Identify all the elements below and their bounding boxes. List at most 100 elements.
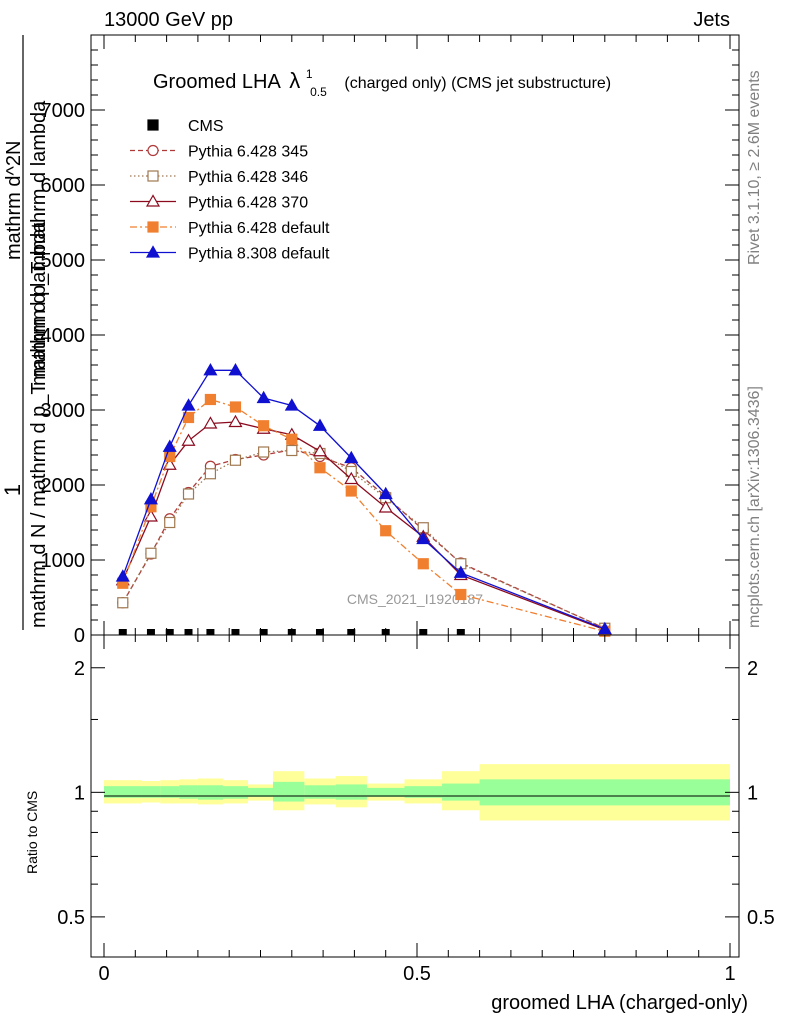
cms-data-point (347, 629, 356, 635)
ratio-inner-band (141, 786, 161, 798)
ylabel-numerator: 1 (0, 484, 25, 496)
data-point (143, 509, 158, 522)
data-point (181, 433, 196, 446)
cms-data-point (184, 629, 193, 635)
x-axis-label: groomed LHA (charged-only) (491, 992, 748, 1014)
data-point (182, 488, 195, 500)
ratio-y-tick-label: 2 (74, 658, 85, 680)
legend-marker (147, 170, 159, 182)
title-text: Groomed LHA (153, 71, 281, 93)
ratio-y-tick-label: 1 (74, 782, 85, 804)
data-point (416, 531, 431, 545)
ratio-ylabel: Ratio to CMS (24, 791, 40, 874)
data-point (256, 390, 271, 404)
data-point (204, 468, 217, 480)
ratio-inner-band (104, 786, 142, 798)
cms-data-point (381, 629, 390, 635)
series-layer (115, 363, 612, 637)
data-point (286, 444, 298, 457)
cms-data-point (315, 629, 324, 635)
data-point (117, 597, 129, 609)
data-point (204, 393, 217, 406)
y-tick-label: 5000 (41, 250, 86, 272)
data-point (314, 462, 326, 474)
legend-label: Pythia 8.308 default (188, 246, 330, 263)
data-point (229, 401, 242, 413)
x-tick-label: 1 (724, 963, 735, 985)
data-point (258, 420, 270, 432)
data-point (344, 450, 359, 464)
ratio-inner-band (160, 786, 180, 798)
data-point (228, 414, 243, 428)
data-point (378, 500, 393, 513)
data-point (258, 446, 270, 458)
energy-label: 13000 GeV pp (104, 9, 233, 31)
data-point (453, 565, 468, 578)
ylabel-denominator: mathrm d N / mathrm d p_T mathrm d lambd… (28, 221, 50, 628)
legend-marker (147, 119, 159, 131)
data-point (228, 363, 243, 376)
watermark: CMS_2021_I1920187 (347, 591, 483, 607)
cms-data-points (118, 629, 465, 635)
ratio-panel: 0.5 0.5 1 1 2 2 0 0.5 1 Ratio to CMS groomed LH… (24, 634, 775, 1014)
subtitle: (charged only) (CMS jet substructure) (344, 75, 611, 92)
cms-data-point (419, 629, 428, 635)
data-point (115, 569, 130, 582)
data-point (229, 454, 242, 466)
y-tick-label: 4000 (41, 325, 86, 347)
ratio-y-tick-label-right: 0.5 (747, 907, 775, 929)
data-point (312, 418, 328, 431)
cms-data-point (206, 629, 215, 635)
series-line (122, 398, 605, 632)
data-point (378, 486, 393, 500)
cms-data-point (118, 629, 127, 635)
ratio-inner-band (197, 785, 223, 800)
ratio-inner-band (479, 779, 730, 806)
ratio-inner-band (222, 786, 248, 799)
ratio-inner-band (366, 787, 405, 797)
data-point (597, 621, 612, 635)
cms-data-point (259, 629, 268, 635)
ratio-y-tick-label-right: 2 (747, 658, 758, 680)
legend-marker (145, 245, 161, 258)
data-point (286, 433, 298, 445)
legend-label: Pythia 6.428 346 (188, 169, 308, 186)
data-point (164, 516, 176, 529)
ylabel-right-denominator: mathrm d p_T mathrm d lambda (28, 100, 50, 386)
data-point (344, 471, 359, 485)
ratio-uncertainty-bands (104, 764, 730, 821)
cms-data-point (165, 629, 174, 635)
ratio-inner-band (304, 785, 336, 799)
series-4 (117, 393, 611, 637)
legend-marker (147, 221, 159, 233)
ratio-inner-band (404, 786, 443, 798)
cms-data-point (146, 629, 155, 635)
x-tick-label: 0 (98, 963, 109, 985)
ylabel-right-numerator: mathrm d^2N (3, 141, 25, 260)
legend-label: Pythia 6.428 345 (188, 144, 308, 161)
data-point (203, 363, 218, 376)
ratio-inner-band (442, 783, 480, 801)
y-tick-label: 6000 (41, 175, 86, 197)
legend-marker (147, 144, 159, 157)
y-tick-label: 3000 (41, 400, 86, 422)
ratio-inner-band (335, 784, 367, 800)
series-5 (115, 363, 612, 635)
data-point (455, 588, 467, 601)
main-panel: 0 1000 2000 3000 4000 5000 6000 7000 CMS_2021_I… (41, 34, 740, 647)
legend: CMS Pythia 6.428 345 Pythia 6.428 346 Pythi… (130, 118, 330, 263)
y-tick-label: 0 (74, 625, 85, 647)
legend-label: Pythia 6.428 370 (188, 195, 308, 212)
title-sup: 1 (306, 67, 313, 81)
main-title: Groomed LHA λ 1 0.5 (charged only) (CMS … (153, 61, 611, 101)
data-point (312, 444, 328, 457)
ratio-inner-band (273, 781, 305, 802)
y-tick-label: 2000 (41, 475, 86, 497)
data-point (162, 457, 177, 470)
cms-data-point (231, 629, 240, 635)
x-tick-label: 0.5 (403, 963, 431, 985)
legend-label: Pythia 6.428 default (188, 220, 330, 237)
legend-label: CMS (188, 118, 224, 135)
ratio-y-tick-label-right: 1 (747, 782, 758, 804)
